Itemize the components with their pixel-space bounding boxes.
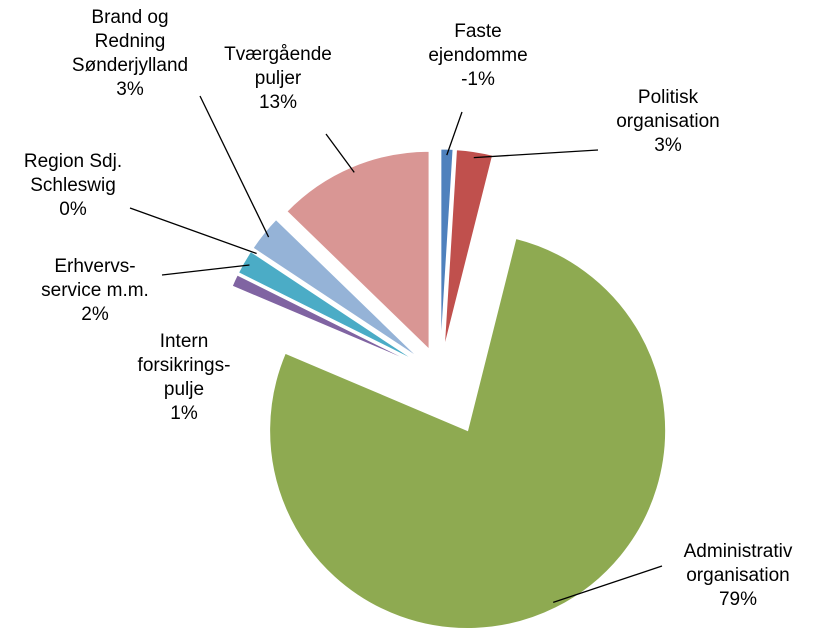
slice-label: Erhvervs- service m.m. 2% [41,255,149,327]
category-label: Politisk organisation [616,87,720,132]
value-label: 1% [170,403,198,424]
leader-line [473,149,599,159]
pie-slice [231,274,415,364]
pie-slice [251,249,417,360]
slice-label: Administrativ organisation 79% [684,540,793,612]
category-label: Tværgående puljer [224,44,332,89]
value-label: 0% [59,199,87,220]
value-label: 79% [718,589,758,610]
value-label: 3% [116,79,144,100]
leader-line [553,565,663,603]
pie-slice [269,237,667,629]
pie-slice [440,148,454,348]
category-label: Intern forsikrings- pulje [137,331,231,400]
value-label: 2% [81,304,109,325]
slice-label: Politisk organisation 3% [616,86,720,158]
leader-line [199,95,270,238]
leader-line [129,207,257,255]
category-label: Brand og Redning Sønderjylland [71,7,189,76]
pie-slice [443,149,494,348]
pie-slice [286,150,430,351]
leader-line [446,111,463,156]
value-label: -1% [461,69,495,90]
category-label: Faste ejendomme [428,21,528,66]
category-label: Administrativ organisation [683,541,793,586]
leader-line [325,133,355,173]
value-label: 13% [258,92,298,113]
slice-label: Brand og Redning Sønderjylland 3% [72,6,188,102]
category-label: Region Sdj. Schleswig [23,151,123,196]
value-label: 3% [654,135,682,156]
slice-label: Faste ejendomme -1% [428,20,527,92]
leader-line [161,264,250,276]
category-label: Erhvervs- service m.m. [41,256,149,301]
slice-label: Intern forsikrings- pulje 1% [138,330,231,426]
slice-label: Region Sdj. Schleswig 0% [24,150,122,222]
slice-label: Tværgående puljer 13% [224,43,332,115]
pie-slice [252,218,419,358]
